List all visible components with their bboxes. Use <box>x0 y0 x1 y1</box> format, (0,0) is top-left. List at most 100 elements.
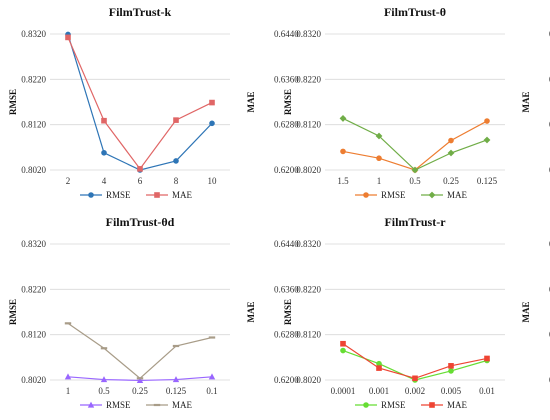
y-tick-label: 0.8220 <box>21 284 46 294</box>
legend-marker <box>88 192 94 198</box>
data-point-mae <box>484 355 490 362</box>
data-point-rmse <box>172 376 180 383</box>
legend-marker <box>154 192 160 198</box>
y-tick-label: 0.8020 <box>296 165 321 175</box>
chart-panel-k: FilmTrust-k 0.8020 0.8120 0.8220 0.8320 0.620… <box>0 0 299 210</box>
y2-tick-label: 0.6200 <box>274 375 299 385</box>
data-point-mae <box>412 375 418 382</box>
chart-title: FilmTrust-θ <box>384 5 446 19</box>
y2-axis-label: MAE <box>521 302 531 323</box>
data-point-mae <box>209 99 215 106</box>
data-point-rmse <box>100 376 108 383</box>
x-tick-label: 0.0001 <box>331 386 356 396</box>
legend-label: RMSE <box>381 190 406 200</box>
y-tick-label: 0.8320 <box>21 239 46 249</box>
legend-marker <box>428 191 436 199</box>
y2-tick-label: 0.6440 <box>274 239 299 249</box>
x-tick-label: 0.01 <box>479 386 495 396</box>
x-tick-label: 1 <box>377 176 382 186</box>
x-tick-label: 0.125 <box>166 386 187 396</box>
data-point-rmse <box>136 377 144 384</box>
y-axis-label: RMSE <box>8 89 18 115</box>
data-point-rmse <box>376 360 382 367</box>
chart-panel-theta-d: FilmTrust-θd 0.8020 0.8120 0.8220 0.8320 0.62… <box>0 210 299 420</box>
y2-axis-label: MAE <box>521 92 531 113</box>
legend-marker <box>87 401 95 408</box>
data-point-rmse <box>448 368 454 374</box>
series-line-rmse <box>67 34 213 171</box>
data-point-rmse <box>448 137 454 144</box>
y-tick-label: 0.8320 <box>296 29 321 39</box>
y-tick-label: 0.8320 <box>21 29 46 39</box>
legend-label: RMSE <box>106 400 131 410</box>
y-axis-label: RMSE <box>283 299 293 325</box>
y-tick-label: 0.8020 <box>21 375 46 385</box>
y-tick-label: 0.8220 <box>21 74 46 84</box>
chart-title: FilmTrust-r <box>384 215 446 229</box>
data-point-mae <box>339 115 347 122</box>
data-point-rmse <box>173 158 179 164</box>
data-point-mae <box>173 117 179 123</box>
y-tick-label: 0.8120 <box>21 120 46 130</box>
y2-tick-label: 0.6440 <box>274 29 299 39</box>
data-point-rmse <box>340 347 346 354</box>
series-line-mae <box>67 322 213 380</box>
y2-tick-label: 0.6280 <box>274 120 299 130</box>
y-axis-label: RMSE <box>283 89 293 115</box>
x-tick-label: 0.25 <box>132 386 148 396</box>
data-point-mae <box>448 363 454 369</box>
y-tick-label: 0.8120 <box>296 120 321 130</box>
data-point-mae <box>340 340 346 347</box>
series-line-mae <box>342 343 488 379</box>
chart-r-svg: FilmTrust-r0.80200.81200.82200.83200.620… <box>283 215 550 410</box>
x-tick-label: 0.005 <box>441 386 462 396</box>
legend-marker <box>429 402 435 408</box>
x-tick-label: 10 <box>208 176 218 186</box>
data-point-mae <box>137 166 143 172</box>
y-tick-label: 0.8220 <box>296 74 321 84</box>
x-tick-label: 0.002 <box>405 386 425 396</box>
x-tick-label: 1.5 <box>337 176 349 186</box>
y-tick-label: 0.8020 <box>296 375 321 385</box>
data-point-rmse <box>64 373 72 380</box>
legend-label: MAE <box>447 400 468 410</box>
legend-label: MAE <box>172 190 193 200</box>
y-tick-label: 0.8220 <box>296 284 321 294</box>
data-point-mae <box>208 336 216 339</box>
y2-tick-label: 0.6360 <box>274 74 299 84</box>
chart-title: FilmTrust-θd <box>106 215 175 229</box>
data-point-rmse <box>376 155 382 162</box>
legend-marker <box>363 402 369 408</box>
y-tick-label: 0.8020 <box>21 165 46 175</box>
x-tick-label: 0.5 <box>98 386 110 396</box>
chart-theta-svg: FilmTrust-θ0.80200.81200.82200.83200.620… <box>283 5 550 200</box>
legend-label: MAE <box>172 400 193 410</box>
x-tick-label: 0.25 <box>443 176 459 186</box>
y2-tick-label: 0.6360 <box>274 284 299 294</box>
data-point-mae <box>100 347 108 350</box>
x-tick-label: 0.001 <box>369 386 389 396</box>
chart-k-svg: FilmTrust-k 0.8020 0.8120 0.8220 0.8320 0.620… <box>8 5 299 200</box>
data-point-mae <box>101 117 107 124</box>
y-tick-label: 0.8120 <box>21 330 46 340</box>
y-tick-label: 0.8320 <box>296 239 321 249</box>
x-tick-label: 2 <box>66 176 71 186</box>
data-point-mae <box>172 344 180 348</box>
legend-label: RMSE <box>381 400 406 410</box>
chart-panel-r: FilmTrust-r 0.8020 0.8120 0.8220 0.8320 0.620… <box>275 210 550 420</box>
chart-theta-d-svg: FilmTrust-θd 0.8020 0.8120 0.8220 0.8320 0.62… <box>8 215 299 410</box>
data-point-rmse <box>340 148 346 155</box>
data-point-rmse <box>208 373 216 380</box>
data-point-mae <box>376 365 382 371</box>
x-tick-label: 4 <box>102 176 107 186</box>
x-tick-label: 0.1 <box>206 386 217 396</box>
y2-axis-label: MAE <box>246 92 256 113</box>
data-point-mae <box>136 377 144 380</box>
y2-axis-label: MAE <box>246 302 256 323</box>
x-tick-label: 0.125 <box>477 176 498 186</box>
data-point-rmse <box>101 149 107 156</box>
data-point-mae <box>65 34 71 41</box>
data-point-mae <box>64 322 72 325</box>
series-line-mae <box>342 117 488 171</box>
y2-tick-label: 0.6280 <box>274 330 299 340</box>
